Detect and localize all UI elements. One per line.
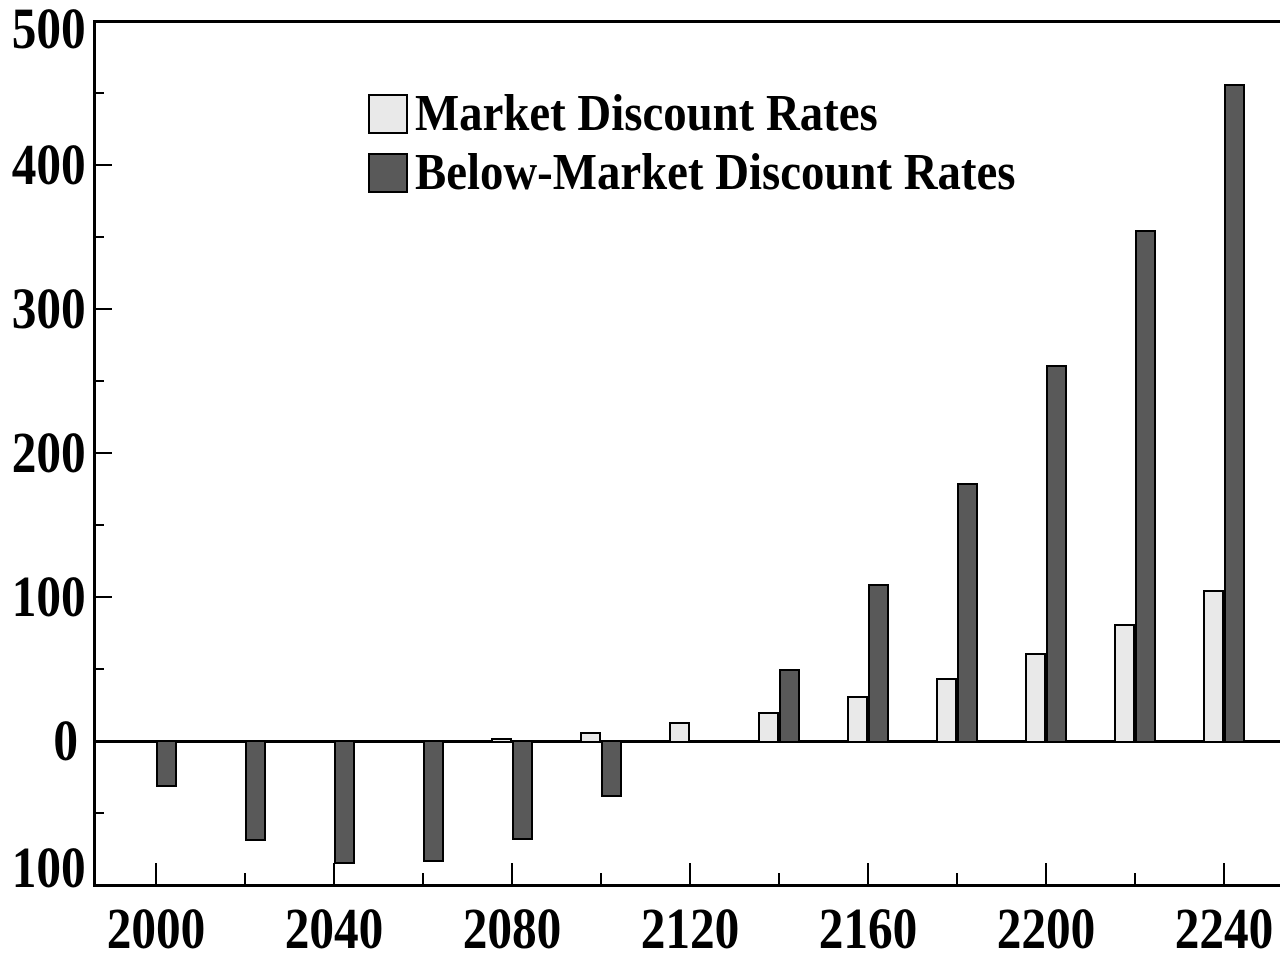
plot-frame-left xyxy=(93,20,96,887)
x-major-tick xyxy=(1045,863,1047,884)
bar-market-2240 xyxy=(1203,590,1224,743)
y-tick-label: 500 xyxy=(11,0,86,61)
bar-below-market-2160 xyxy=(868,584,889,743)
bar-below-market-2220 xyxy=(1135,230,1156,743)
x-minor-tick xyxy=(422,873,424,884)
legend-label-below-market: Below-Market Discount Rates xyxy=(415,144,1016,201)
x-minor-tick xyxy=(778,873,780,884)
legend-label-market: Market Discount Rates xyxy=(415,85,878,142)
y-minor-tick xyxy=(96,812,104,814)
x-tick-label: 2120 xyxy=(640,896,740,960)
plot-frame-top xyxy=(93,20,1280,23)
y-tick-label: 200 xyxy=(11,420,86,485)
y-tick-label: 400 xyxy=(11,132,86,197)
y-major-tick xyxy=(96,308,112,310)
x-major-tick xyxy=(155,863,157,884)
bar-below-market-2060 xyxy=(423,740,444,862)
legend-swatch-market-icon xyxy=(368,94,408,134)
bar-market-2080 xyxy=(491,738,512,743)
x-tick-label: 2040 xyxy=(284,896,384,960)
y-minor-tick xyxy=(96,668,104,670)
x-tick-label: 2240 xyxy=(1174,896,1274,960)
y-major-tick xyxy=(96,452,112,454)
bar-below-market-2180 xyxy=(957,483,978,743)
bar-below-market-2100 xyxy=(601,740,622,797)
x-minor-tick xyxy=(1134,873,1136,884)
y-tick-label: 0 xyxy=(53,708,78,773)
bar-market-2180 xyxy=(936,678,957,743)
y-tick-label: 300 xyxy=(11,276,86,341)
bar-below-market-2200 xyxy=(1046,365,1067,743)
bar-below-market-2040 xyxy=(334,740,355,864)
legend-swatch-below-market-icon xyxy=(368,153,408,193)
legend: Market Discount Rates Below-Market Disco… xyxy=(368,88,1082,199)
bar-below-market-2140 xyxy=(779,669,800,743)
bar-below-market-2240 xyxy=(1224,84,1245,743)
bar-market-2120 xyxy=(669,722,690,743)
bar-below-market-2080 xyxy=(512,740,533,840)
bar-market-2160 xyxy=(847,696,868,743)
y-major-tick xyxy=(96,164,112,166)
x-major-tick xyxy=(867,863,869,884)
x-minor-tick xyxy=(956,873,958,884)
y-minor-tick xyxy=(96,92,104,94)
y-major-tick xyxy=(96,596,112,598)
x-major-tick xyxy=(511,863,513,884)
bar-below-market-2000 xyxy=(156,740,177,787)
bar-market-2220 xyxy=(1114,624,1135,743)
x-major-tick xyxy=(1223,863,1225,884)
y-tick-label: 100 xyxy=(11,564,86,629)
x-tick-label: 2200 xyxy=(996,896,1096,960)
plot-frame-bottom xyxy=(93,884,1280,887)
x-tick-label: 2160 xyxy=(818,896,918,960)
bar-market-2200 xyxy=(1025,653,1046,743)
bar-below-market-2020 xyxy=(245,740,266,841)
bar-market-2140 xyxy=(758,712,779,743)
x-major-tick xyxy=(689,863,691,884)
bar-market-2100 xyxy=(580,732,601,743)
legend-item-market: Market Discount Rates xyxy=(368,88,1082,140)
y-minor-tick xyxy=(96,380,104,382)
x-tick-label: 2080 xyxy=(462,896,562,960)
y-minor-tick xyxy=(96,236,104,238)
x-major-tick xyxy=(333,863,335,884)
x-minor-tick xyxy=(244,873,246,884)
y-minor-tick xyxy=(96,524,104,526)
x-tick-label: 2000 xyxy=(106,896,206,960)
x-minor-tick xyxy=(600,873,602,884)
y-tick-label: 100 xyxy=(11,835,86,900)
legend-item-below-market: Below-Market Discount Rates xyxy=(368,147,1082,199)
